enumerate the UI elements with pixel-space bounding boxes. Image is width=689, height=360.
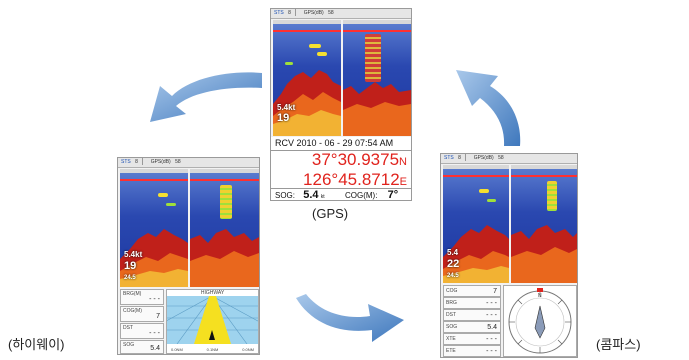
highway-title: HIGHWAY <box>200 290 225 296</box>
latitude-readout: 37°30.9375N <box>312 150 407 170</box>
gps-db-label: GPS(dB) <box>303 10 324 16</box>
hw-sonar-pane-right <box>190 169 259 287</box>
cp-row-value: 7 <box>493 288 497 295</box>
cog-readout: COG(M): 7° <box>345 189 399 201</box>
cp-row-3: SOG 5.4 <box>443 321 501 333</box>
sonar-readout-depth: 19 <box>277 112 290 124</box>
sonar-view: 5.4kt 19 <box>273 20 411 136</box>
hw-course-cell: COG(M) 7 <box>120 306 164 322</box>
cp-sonar-pane-left: 5.4 22 24.5 <box>443 165 509 283</box>
cp-row-value: - - - <box>486 336 497 343</box>
hw-sonar-pane-left: 5.4kt 19 24.5 <box>120 169 188 287</box>
highway-sonar-view: 5.4kt 19 24.5 <box>120 169 259 287</box>
arrow-to-compass-icon <box>296 294 404 342</box>
cp-row-label: ETE <box>446 348 456 354</box>
hw-readout-speed: 5.4kt <box>124 250 143 259</box>
hw-dist-value: - - - <box>149 330 160 337</box>
compass-status-bar: STS 8 GPS(dB) 58 <box>441 154 577 164</box>
hw-sts-label: STS <box>121 159 131 165</box>
hw-bearing-cell: BRG(M) - - - <box>120 289 164 305</box>
hw-readout-depth: 19 <box>124 260 137 272</box>
hw-bearing-value: - - - <box>149 296 160 303</box>
compass-sonar-view: 5.4 22 24.5 <box>443 165 577 283</box>
sog-unit: kt <box>320 194 325 200</box>
sog-value: 5.4 <box>303 189 319 201</box>
cp-sts-label: STS <box>444 155 454 161</box>
compass-screen: STS 8 GPS(dB) 58 5.4 22 24.5 <box>440 153 578 358</box>
cp-row-value: 5.4 <box>487 324 497 331</box>
cp-gps-value: 58 <box>498 155 504 161</box>
hw-dist-cell: DST - - - <box>120 323 164 339</box>
hw-readout-temp: 24.5 <box>124 275 136 281</box>
cp-sonar-pane-right <box>511 165 577 283</box>
cog-label: COG(M): <box>345 191 378 200</box>
hw-sts-count: 8 <box>135 159 138 165</box>
cp-row-value: - - - <box>486 348 497 355</box>
receive-timestamp: RCV 2010 - 06 - 29 07:54 AM <box>275 138 394 148</box>
cp-readout-depth: 22 <box>447 258 460 270</box>
cp-gps-label: GPS(dB) <box>473 155 494 161</box>
compass-display: N <box>503 285 577 357</box>
cp-row-value: - - - <box>486 312 497 319</box>
cp-sts-count: 8 <box>458 155 461 161</box>
hw-scale-left: 0.0NM <box>171 347 183 352</box>
hw-course-label: COG(M) <box>123 308 142 314</box>
caption-gps: (GPS) <box>312 206 349 221</box>
sog-readout: SOG: 5.4 kt <box>275 189 325 201</box>
sog-label: SOG: <box>275 191 296 200</box>
sonar-readout-speed: 5.4kt <box>277 103 296 112</box>
hw-sog-cell: SOG 5.4 <box>120 340 164 354</box>
cp-row-label: SOG <box>446 324 458 330</box>
caption-highway: (하이웨이) <box>8 337 65 352</box>
hw-sog-label: SOG <box>123 342 135 348</box>
cog-value: 7° <box>387 189 399 201</box>
longitude-readout: 126°45.8712E <box>303 170 407 190</box>
highway-display: HIGHWAY 0.0NM 0.1NM 0.0NM <box>166 289 259 354</box>
hw-bearing-label: BRG(M) <box>123 291 142 297</box>
longitude-value: 126°45.8712 <box>303 170 400 189</box>
cp-row-0: COG 7 <box>443 285 501 297</box>
cp-row-value: - - - <box>486 300 497 307</box>
compass-north-label: N <box>538 293 542 299</box>
sts-label: STS <box>274 10 284 16</box>
sonar-pane-left: 5.4kt 19 <box>273 20 341 136</box>
arrow-to-gps-icon <box>456 70 521 146</box>
gps-screen: STS 8 GPS(dB) 58 5.4kt 19 <box>270 8 412 201</box>
cp-row-label: COG <box>446 288 458 294</box>
highway-screen: STS 8 GPS(dB) 58 5.4kt 19 24.5 <box>117 157 260 355</box>
hw-scale-right: 0.0NM <box>242 347 254 352</box>
arrow-to-highway-icon <box>150 72 262 122</box>
cp-row-2: DST - - - <box>443 309 501 321</box>
highway-status-bar: STS 8 GPS(dB) 58 <box>118 158 259 168</box>
hw-sog-value: 5.4 <box>150 345 160 352</box>
cp-readout-speed: 5.4 <box>447 248 459 257</box>
hw-scale-mid: 0.1NM <box>206 347 219 352</box>
cp-row-5: ETE - - - <box>443 345 501 357</box>
compass-rose-icon <box>508 288 572 354</box>
cp-row-label: BRG <box>446 300 457 306</box>
hw-gps-value: 58 <box>175 159 181 165</box>
caption-compass: (콤파스) <box>596 337 641 352</box>
compass-data-list: COG 7 BRG - - - DST - - - SOG 5.4 XTE - - - E… <box>443 285 501 357</box>
sonar-pane-right <box>343 20 411 136</box>
hw-course-value: 7 <box>156 313 160 320</box>
hw-dist-label: DST <box>123 325 133 331</box>
cp-row-label: DST <box>446 312 456 318</box>
gps-info-panel: RCV 2010 - 06 - 29 07:54 AM 37°30.9375N … <box>271 137 411 201</box>
sts-count: 8 <box>288 10 291 16</box>
hw-gps-label: GPS(dB) <box>150 159 171 165</box>
latitude-value: 37°30.9375 <box>311 150 400 169</box>
latitude-hemisphere: N <box>399 156 407 168</box>
cp-readout-temp: 24.5 <box>447 273 459 279</box>
longitude-hemisphere: E <box>399 176 407 188</box>
cp-row-label: XTE <box>446 336 456 342</box>
cp-row-4: XTE - - - <box>443 333 501 345</box>
status-bar: STS 8 GPS(dB) 58 <box>271 9 411 19</box>
cp-row-1: BRG - - - <box>443 297 501 309</box>
highway-road-graphic <box>167 296 258 344</box>
gps-db-value: 58 <box>328 10 334 16</box>
